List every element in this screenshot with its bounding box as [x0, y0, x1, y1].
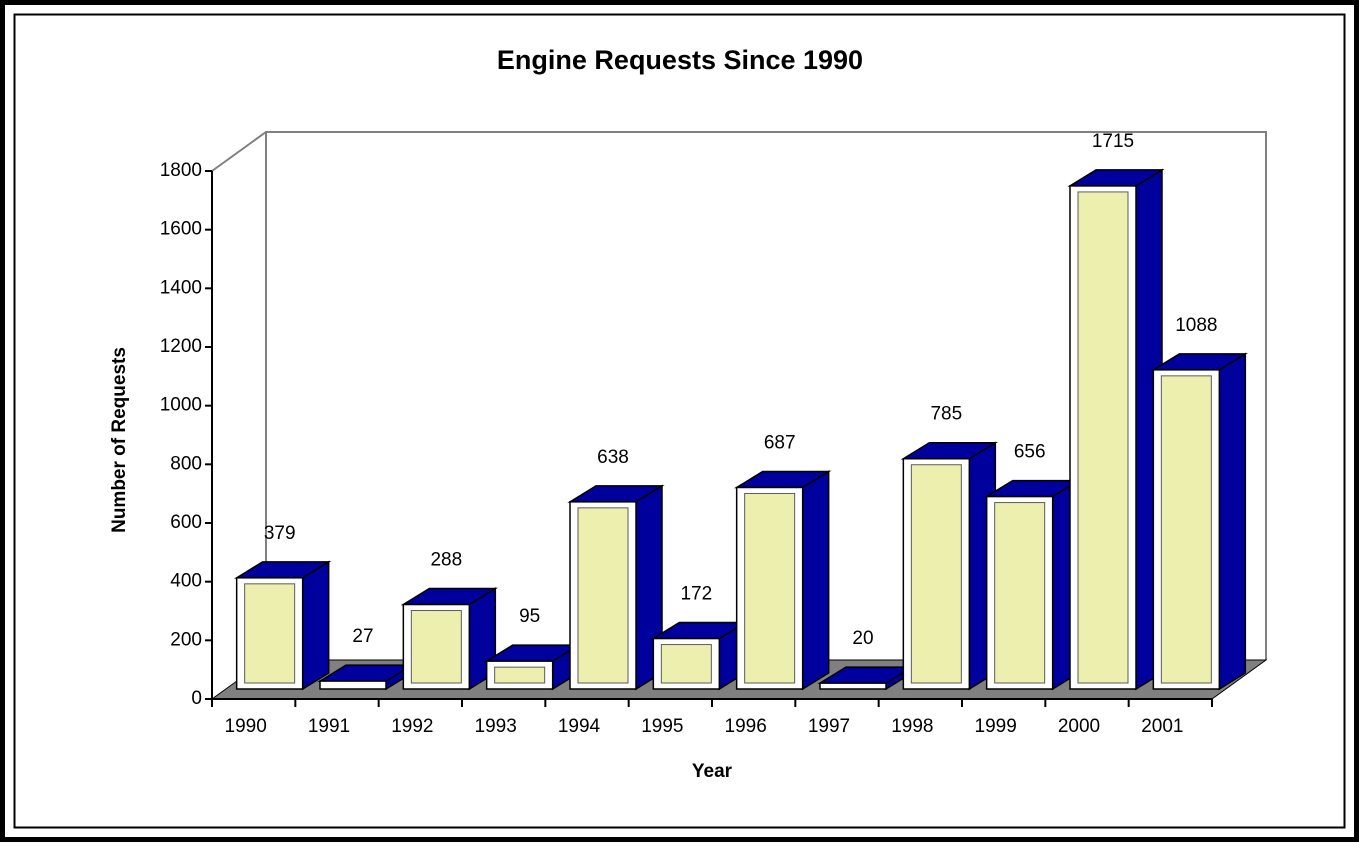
bar: [819, 682, 887, 690]
y-tick-label: 200: [170, 629, 202, 650]
value-label: 172: [680, 584, 712, 605]
x-tick-label: 1999: [975, 716, 1017, 737]
x-axis-label: Year: [692, 761, 733, 782]
value-label: 1715: [1092, 131, 1134, 152]
x-tick-label: 1994: [558, 716, 601, 737]
bar: [319, 680, 387, 690]
value-label: 656: [1014, 442, 1046, 463]
bar-picture: [660, 644, 712, 684]
value-label: 288: [430, 550, 462, 571]
y-tick-label: 1800: [160, 160, 202, 181]
y-tick-label: 1400: [160, 277, 202, 298]
y-tick-label: 1600: [160, 219, 202, 240]
bar-side: [801, 470, 830, 691]
value-label: 638: [597, 447, 629, 468]
y-tick-label: 400: [170, 571, 202, 592]
bar-picture: [994, 502, 1046, 684]
bar-picture: [244, 583, 296, 684]
x-tick-label: 1990: [225, 716, 267, 737]
value-label: 1088: [1175, 315, 1217, 336]
y-tick-label: 1000: [160, 395, 202, 416]
value-label: 27: [352, 626, 373, 647]
bar-picture: [410, 610, 462, 684]
y-axis-label: Number of Requests: [109, 347, 130, 533]
y-tick-label: 600: [170, 512, 202, 533]
y-tick-label: 1200: [160, 336, 202, 357]
bar-picture: [910, 464, 962, 684]
value-label: 20: [852, 628, 873, 649]
x-tick-label: 1997: [808, 716, 850, 737]
bar-picture: [577, 507, 629, 684]
value-label: 785: [930, 404, 962, 425]
y-tick-label: 0: [191, 688, 202, 709]
x-tick-label: 1995: [641, 716, 683, 737]
x-tick-label: 1991: [308, 716, 350, 737]
back-wall: [211, 131, 1267, 660]
value-label: 95: [519, 606, 540, 627]
y-tick-label: 800: [170, 453, 202, 474]
x-tick-label: 1992: [391, 716, 433, 737]
x-tick-label: 1998: [891, 716, 933, 737]
x-tick-label: 2000: [1058, 716, 1100, 737]
bar-picture: [494, 666, 546, 684]
bar-picture: [1077, 191, 1129, 684]
value-label: 687: [764, 432, 796, 453]
chart-title: Engine Requests Since 1990: [497, 45, 863, 75]
x-tick-label: 2001: [1141, 716, 1183, 737]
value-label: 379: [264, 523, 296, 544]
bar-side: [1218, 352, 1247, 691]
inner-frame: [13, 13, 1346, 829]
x-tick-label: 1993: [475, 716, 517, 737]
x-tick-label: 1996: [725, 716, 767, 737]
bar-picture: [744, 492, 796, 684]
bar-side: [301, 560, 330, 691]
bar-picture: [1160, 375, 1212, 684]
